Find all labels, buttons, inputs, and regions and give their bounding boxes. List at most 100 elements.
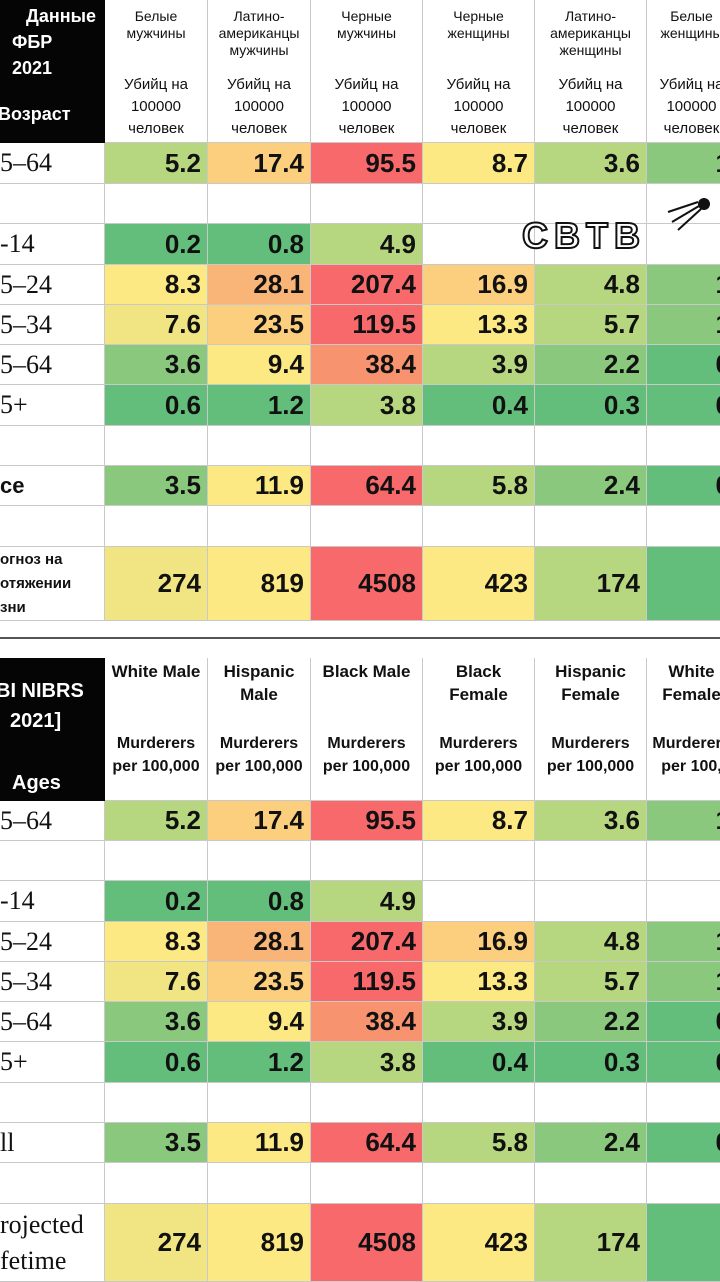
data-cell: 23.5 (208, 962, 311, 1002)
data-cell: 0.8 (208, 224, 311, 265)
data-cell: 3.6 (105, 1002, 208, 1042)
row-label: огноз на отяжении зни (0, 547, 105, 621)
data-cell: 5.2 (105, 143, 208, 184)
data-cell: 1 (647, 305, 720, 345)
data-cell (647, 224, 720, 265)
column-header: Латино-американцы женщины Убийц на 100000… (535, 0, 647, 143)
data-cell: 1 (647, 801, 720, 841)
row-label-line: зни (0, 598, 26, 616)
data-cell: 423 (423, 547, 535, 621)
column-group-label: Hispanic Male (223, 662, 295, 704)
column-unit-label: Убийц на 100000 человек (558, 76, 623, 137)
column-header: White Female Murderers per 100, (647, 658, 720, 801)
column-group-label: Черные женщины (447, 8, 510, 41)
data-cell (105, 841, 208, 881)
data-cell: 3.9 (423, 1002, 535, 1042)
section-divider (0, 637, 720, 639)
data-cell: 0.3 (535, 1042, 647, 1083)
column-header: Черные мужчины Убийц на 100000 человек (311, 0, 423, 143)
column-unit-label: Murderers per 100,000 (215, 735, 303, 775)
data-cell: 5.8 (423, 1123, 535, 1163)
column-group-label: Латино-американцы мужчины (218, 8, 300, 58)
data-cell: 3.9 (423, 345, 535, 385)
row-label: 5+ (0, 1042, 105, 1083)
data-cell: 3.6 (535, 143, 647, 184)
row-label: 5+ (0, 385, 105, 426)
data-cell: 1 (647, 265, 720, 305)
column-group-label: Белые женщины (660, 8, 720, 41)
cbtb-watermark-logo: CBTB (522, 198, 710, 256)
corner-line: Данные (26, 6, 96, 26)
data-cell: 8.3 (105, 265, 208, 305)
column-group-label: Black Male (322, 662, 411, 681)
data-cell (423, 184, 535, 224)
data-cell: 207.4 (311, 922, 423, 962)
data-cell: 28.1 (208, 922, 311, 962)
row-label: 5–64 (0, 345, 105, 385)
data-cell (208, 841, 311, 881)
data-cell (423, 881, 535, 922)
data-cell: 17.4 (208, 801, 311, 841)
column-header: Латино-американцы мужчины Убийц на 100000… (208, 0, 311, 143)
row-label-line: rojected (0, 1209, 84, 1239)
data-cell: 64.4 (311, 1123, 423, 1163)
data-cell (105, 184, 208, 224)
data-cell: 8.3 (105, 922, 208, 962)
data-cell (208, 506, 311, 547)
data-cell (208, 1163, 311, 1204)
data-cell: 0 (647, 385, 720, 426)
data-cell: 64.4 (311, 466, 423, 506)
data-cell: 0 (647, 1042, 720, 1083)
data-cell (647, 426, 720, 466)
data-cell (647, 1163, 720, 1204)
data-cell: 1 (647, 143, 720, 184)
table-corner-header: Данные ФБР 2021 Возраст (0, 0, 105, 143)
data-cell (535, 426, 647, 466)
data-cell: 23.5 (208, 305, 311, 345)
data-cell (535, 506, 647, 547)
data-cell (647, 1204, 720, 1282)
data-cell (647, 1083, 720, 1123)
data-cell: 0 (647, 345, 720, 385)
column-unit-label: Murderers per 100, (652, 735, 720, 775)
data-cell: 1.2 (208, 385, 311, 426)
data-cell: 11.9 (208, 466, 311, 506)
row-label (0, 1083, 105, 1123)
data-cell (535, 184, 647, 224)
data-cell: 4.9 (311, 881, 423, 922)
data-cell: 0 (647, 1002, 720, 1042)
column-group-label: Hispanic Female (555, 662, 626, 704)
data-cell: 5.2 (105, 801, 208, 841)
data-cell: 0 (647, 466, 720, 506)
column-header: Hispanic Female Murderers per 100,000 (535, 658, 647, 801)
column-group-label: Black Female (449, 662, 508, 704)
data-cell: 119.5 (311, 305, 423, 345)
data-cell: 38.4 (311, 1002, 423, 1042)
column-header: Black Female Murderers per 100,000 (423, 658, 535, 801)
row-label-line: отяжении (0, 574, 72, 592)
data-cell: 2.2 (535, 345, 647, 385)
data-cell: 3.8 (311, 385, 423, 426)
row-label: 5–34 (0, 305, 105, 345)
data-cell: 1 (647, 962, 720, 1002)
data-cell (105, 506, 208, 547)
data-cell (647, 506, 720, 547)
row-label (0, 841, 105, 881)
data-cell: 2.4 (535, 466, 647, 506)
corner-line: 2021] (10, 710, 62, 732)
row-label-line: fetime (0, 1245, 67, 1275)
column-header: Hispanic Male Murderers per 100,000 (208, 658, 311, 801)
data-cell: 38.4 (311, 345, 423, 385)
data-cell: 13.3 (423, 962, 535, 1002)
column-unit-label: Убийц на 100000 человек (227, 76, 291, 137)
data-cell: 3.6 (105, 345, 208, 385)
data-cell (208, 426, 311, 466)
column-header: Белые мужчины Убийц на 100000 человек (105, 0, 208, 143)
data-cell: 3.8 (311, 1042, 423, 1083)
row-label (0, 506, 105, 547)
corner-line: Ages (12, 772, 61, 794)
data-cell (535, 1083, 647, 1123)
data-cell (105, 1163, 208, 1204)
data-cell: 4.8 (535, 265, 647, 305)
row-label (0, 426, 105, 466)
